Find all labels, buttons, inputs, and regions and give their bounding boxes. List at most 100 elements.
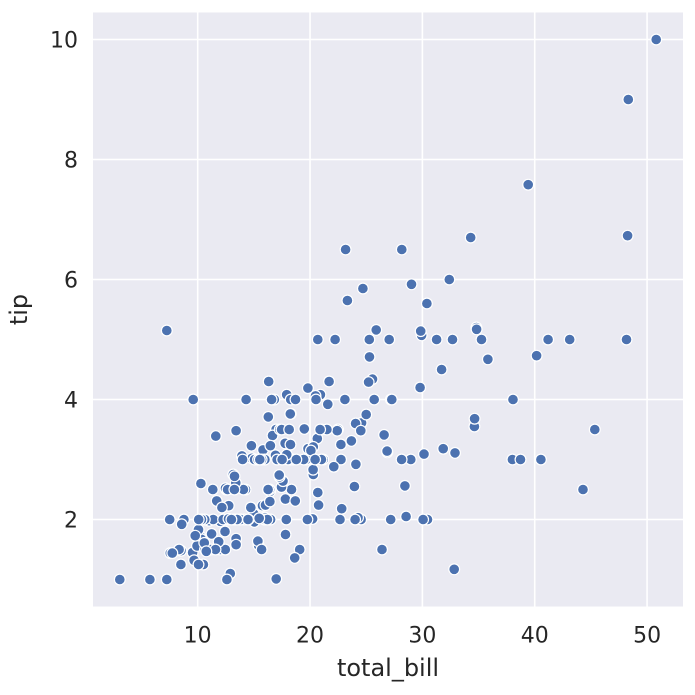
data-point xyxy=(265,393,278,406)
data-point xyxy=(262,410,275,423)
data-point xyxy=(331,424,344,437)
data-point xyxy=(194,477,207,490)
data-point xyxy=(175,518,188,531)
data-point xyxy=(283,423,296,436)
data-point xyxy=(446,333,459,346)
data-point xyxy=(381,445,394,458)
data-point xyxy=(435,363,448,376)
data-point xyxy=(228,470,241,483)
data-point xyxy=(378,428,391,441)
data-point xyxy=(400,510,413,523)
data-point xyxy=(370,323,383,336)
data-point xyxy=(588,423,601,436)
data-point xyxy=(264,439,277,452)
data-point xyxy=(263,495,276,508)
data-point xyxy=(244,501,257,514)
data-point xyxy=(335,502,348,515)
x-tick-label: 10 xyxy=(184,624,212,649)
data-point xyxy=(174,558,187,571)
data-point xyxy=(363,350,376,363)
data-point xyxy=(307,463,320,476)
y-tick-label: 4 xyxy=(64,389,78,414)
data-point xyxy=(338,393,351,406)
x-tick-label: 30 xyxy=(408,624,436,649)
data-point xyxy=(219,525,232,538)
data-point xyxy=(160,573,173,586)
data-point xyxy=(437,442,450,455)
data-point xyxy=(215,501,228,514)
data-point xyxy=(245,439,258,452)
data-point xyxy=(205,527,218,540)
data-point xyxy=(420,297,433,310)
data-point xyxy=(160,324,173,337)
data-point xyxy=(230,538,243,551)
data-point xyxy=(470,323,483,336)
x-tick-label: 20 xyxy=(296,624,324,649)
data-point xyxy=(288,551,301,564)
data-point xyxy=(200,545,213,558)
x-tick-labels: 10 20 30 40 50 xyxy=(184,624,661,649)
data-point xyxy=(349,513,362,526)
data-point xyxy=(253,512,266,525)
data-point xyxy=(348,480,361,493)
data-point xyxy=(368,393,381,406)
data-point xyxy=(311,333,324,346)
data-point xyxy=(192,513,205,526)
data-point xyxy=(354,424,367,437)
y-tick-labels: 2 4 6 8 10 xyxy=(50,29,78,534)
y-tick-label: 6 xyxy=(64,269,78,294)
data-point xyxy=(414,325,427,338)
data-point xyxy=(262,483,275,496)
data-point xyxy=(113,573,126,586)
data-point xyxy=(290,453,303,466)
data-point xyxy=(398,479,411,492)
data-point xyxy=(187,393,200,406)
data-point xyxy=(312,499,325,512)
data-point xyxy=(385,393,398,406)
data-point xyxy=(481,353,494,366)
data-point xyxy=(335,453,348,466)
data-point xyxy=(345,434,358,447)
data-point xyxy=(534,453,547,466)
data-point xyxy=(240,393,253,406)
data-point xyxy=(405,278,418,291)
data-point xyxy=(262,375,275,388)
data-point xyxy=(356,282,369,295)
data-point xyxy=(522,178,535,191)
x-axis-label: total_bill xyxy=(337,654,439,682)
data-point xyxy=(279,493,292,506)
data-point xyxy=(166,547,179,560)
data-point xyxy=(314,423,327,436)
data-point xyxy=(443,273,456,286)
data-point xyxy=(321,398,334,411)
data-point xyxy=(253,453,266,466)
data-point xyxy=(418,448,431,461)
data-point xyxy=(362,376,375,389)
data-points xyxy=(113,33,663,586)
data-point xyxy=(310,393,323,406)
data-point xyxy=(327,460,340,473)
data-point xyxy=(189,529,202,542)
data-point xyxy=(384,513,397,526)
data-point xyxy=(242,513,255,526)
data-point xyxy=(334,513,347,526)
y-tick-label: 8 xyxy=(64,149,78,174)
x-tick-label: 40 xyxy=(521,624,549,649)
data-point xyxy=(339,243,352,256)
data-point xyxy=(507,393,520,406)
data-point xyxy=(289,494,302,507)
data-point xyxy=(563,333,576,346)
data-point xyxy=(468,412,481,425)
data-point xyxy=(301,513,314,526)
data-point xyxy=(270,572,283,585)
data-point xyxy=(284,407,297,420)
y-tick-label: 2 xyxy=(64,509,78,534)
data-point xyxy=(255,543,268,556)
data-point xyxy=(289,393,302,406)
data-point xyxy=(530,349,543,362)
data-point xyxy=(273,469,286,482)
data-point xyxy=(230,424,243,437)
x-tick-label: 50 xyxy=(633,624,661,649)
data-point xyxy=(209,430,222,443)
